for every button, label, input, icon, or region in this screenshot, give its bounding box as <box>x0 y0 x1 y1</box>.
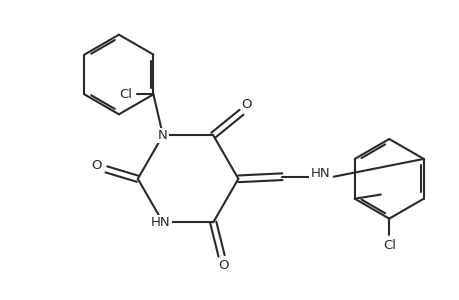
Text: O: O <box>218 259 229 272</box>
Text: O: O <box>91 159 102 172</box>
Text: HN: HN <box>151 216 170 229</box>
Text: N: N <box>158 129 168 142</box>
Text: Cl: Cl <box>382 239 395 252</box>
Text: Cl: Cl <box>119 88 132 101</box>
Text: HN: HN <box>310 167 329 180</box>
Text: O: O <box>241 98 252 111</box>
